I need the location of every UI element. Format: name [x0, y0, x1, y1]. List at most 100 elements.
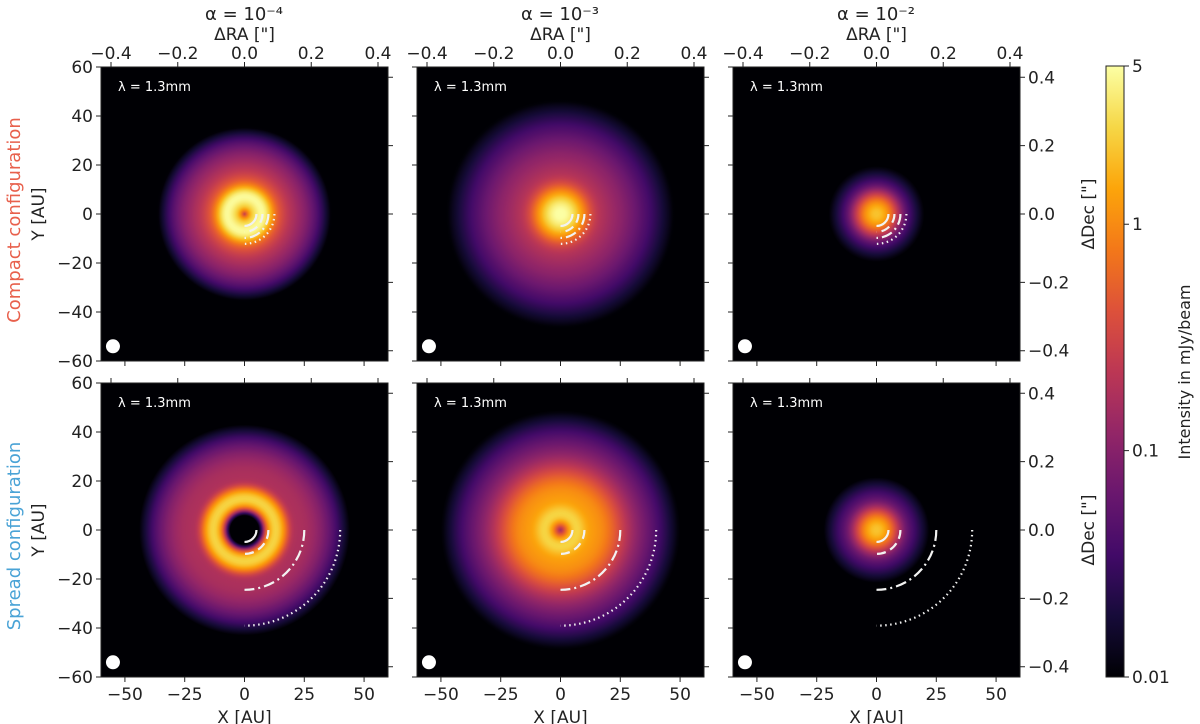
- wavelength-label: λ = 1.3mm: [434, 80, 507, 95]
- intensity-map: [101, 67, 388, 361]
- dec-tick-label: 0.4: [1028, 68, 1055, 88]
- ra-tick-label: 0.2: [298, 44, 325, 64]
- wavelength-label: λ = 1.3mm: [750, 396, 823, 411]
- wavelength-label: λ = 1.3mm: [750, 80, 823, 95]
- dec-tick-label: 0.2: [1028, 453, 1055, 473]
- dec-tick-label: 0.2: [1028, 137, 1055, 157]
- x-tick-label: 50: [353, 685, 375, 705]
- colorbar: 0.01 0.1 1 5 Intensity in mJy/beam: [1105, 57, 1194, 688]
- intensity-map: [733, 383, 1020, 677]
- planet-orbit-arc-dashdot: [560, 213, 586, 240]
- y-tick-label: −20: [57, 570, 93, 590]
- planet-orbit-arc-dashed: [876, 529, 902, 556]
- y-tick-label: 20: [71, 472, 93, 492]
- row-label-spread-configuration: Spread configuration: [4, 442, 25, 631]
- panel-spread-col-0: λ = 1.3mm −50 −25 0 25 50 X [AU] −60 −40 −20 0 20 40…: [29, 374, 393, 724]
- beam-ellipse: [421, 339, 436, 354]
- wavelength-label: λ = 1.3mm: [434, 396, 507, 411]
- ra-tick-label: −0.2: [789, 44, 830, 64]
- planet-orbit-arc-solid: [876, 213, 890, 228]
- planet-orbit-arc-dashdot: [876, 213, 902, 240]
- y-tick-label: 0: [82, 205, 93, 225]
- x-tick-label: 25: [609, 685, 631, 705]
- beam-ellipse: [105, 339, 120, 354]
- planet-orbit-arc-solid: [560, 213, 574, 228]
- ra-axis-label: ΔRA ["]: [530, 25, 591, 45]
- colorbar-tick-label: 5: [1132, 57, 1143, 77]
- colorbar-ticks: 0.01 0.1 1 5: [1124, 57, 1170, 688]
- y-tick-label: 40: [71, 423, 93, 443]
- colorbar-tick-label: 0.01: [1132, 668, 1170, 688]
- ra-tick-label: −0.4: [722, 44, 763, 64]
- colorbar-tick-label: 0.1: [1132, 442, 1159, 462]
- intensity-map: [417, 67, 704, 361]
- x-axis-label: X [AU]: [533, 708, 587, 724]
- column-title-alpha-1e-2: α = 10⁻²: [837, 4, 915, 25]
- ra-tick-label: 0.0: [863, 44, 890, 64]
- dec-tick-label: −0.2: [1028, 589, 1069, 609]
- ra-tick-label: 0.4: [996, 44, 1023, 64]
- planet-arcs: [876, 529, 974, 627]
- beam-ellipse: [105, 655, 120, 670]
- beam-ellipse: [737, 339, 752, 354]
- planet-orbit-arc-dashed: [876, 213, 896, 234]
- y-tick-label: −60: [57, 668, 93, 688]
- y-tick-label: 0: [82, 521, 93, 541]
- colorbar-label: Intensity in mJy/beam: [1175, 285, 1194, 460]
- x-tick-label: −25: [483, 685, 519, 705]
- x-tick-label: 0: [871, 685, 882, 705]
- beam-ellipse: [421, 655, 436, 670]
- planet-orbit-arc-dotted: [244, 529, 342, 627]
- ra-tick-label: −0.4: [90, 44, 131, 64]
- y-axis-label: Y [AU]: [29, 187, 49, 241]
- panel-compact-col-0: λ = 1.3mm −0.4 −0.2 0.0 0.2 0.4 ΔRA ["] −60 −40 −…: [29, 25, 393, 372]
- x-tick-label: −50: [107, 685, 143, 705]
- planet-orbit-arc-solid: [876, 529, 890, 544]
- x-axis-label: X [AU]: [849, 708, 903, 724]
- panel-compact-col-1: λ = 1.3mm −0.4 −0.2 0.0 0.2 0.4 ΔRA ["]: [406, 25, 709, 366]
- x-tick-label: 25: [293, 685, 315, 705]
- x-tick-label: 0: [239, 685, 250, 705]
- planet-orbit-arc-dashed: [244, 213, 264, 234]
- ra-tick-label: 0.2: [614, 44, 641, 64]
- planet-arcs: [876, 213, 908, 245]
- colorbar-tick-label: 1: [1132, 215, 1143, 235]
- column-title-alpha-1e-3: α = 10⁻³: [521, 4, 599, 25]
- x-tick-label: −50: [739, 685, 775, 705]
- ra-tick-label: −0.2: [473, 44, 514, 64]
- dec-tick-label: 0.4: [1028, 384, 1055, 404]
- y-tick-label: 20: [71, 156, 93, 176]
- planet-orbit-arc-dashed: [560, 529, 586, 556]
- y-tick-label: 60: [71, 58, 93, 78]
- planet-arcs: [244, 529, 342, 627]
- y-tick-label: −60: [57, 352, 93, 372]
- dec-tick-label: −0.4: [1028, 658, 1069, 678]
- x-tick-label: 50: [669, 685, 691, 705]
- x-tick-label: 50: [985, 685, 1007, 705]
- panel-grid: λ = 1.3mm −0.4 −0.2 0.0 0.2 0.4 ΔRA ["] −60 −40 −…: [29, 25, 1099, 724]
- x-tick-label: −25: [799, 685, 835, 705]
- dec-axis-label: ΔDec ["]: [1079, 178, 1099, 249]
- planet-orbit-arc-solid: [244, 213, 258, 228]
- y-tick-label: 40: [71, 107, 93, 127]
- planet-orbit-arc-dashed: [560, 213, 580, 234]
- planet-orbit-arc-solid: [244, 529, 258, 544]
- intensity-map: [101, 383, 388, 677]
- dec-tick-label: −0.2: [1028, 273, 1069, 293]
- planet-orbit-arc-dotted: [560, 529, 658, 627]
- y-axis-label: Y [AU]: [29, 503, 49, 557]
- ra-tick-label: 0.0: [231, 44, 258, 64]
- x-tick-label: −25: [167, 685, 203, 705]
- ra-axis-label: ΔRA ["]: [846, 25, 907, 45]
- dec-tick-label: 0.0: [1028, 521, 1055, 541]
- planet-orbit-arc-dashdot: [244, 213, 270, 240]
- intensity-map: [417, 383, 704, 677]
- ra-tick-label: 0.4: [680, 44, 707, 64]
- colorbar-gradient: [1105, 65, 1125, 678]
- planet-orbit-arc-dashdot: [560, 529, 622, 591]
- x-tick-label: −50: [423, 685, 459, 705]
- wavelength-label: λ = 1.3mm: [118, 396, 191, 411]
- y-tick-label: −40: [57, 619, 93, 639]
- panel-compact-col-2: λ = 1.3mm −0.4 −0.2 0.0 0.2 0.4 ΔRA ["] −0.4 −0.…: [722, 25, 1099, 366]
